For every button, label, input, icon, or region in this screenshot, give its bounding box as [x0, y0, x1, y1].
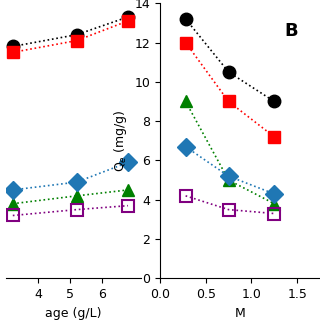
X-axis label: M: M [235, 307, 245, 320]
Text: B: B [285, 22, 299, 40]
X-axis label: age (g/L): age (g/L) [45, 307, 102, 320]
Y-axis label: Q$_e$ (mg/g): Q$_e$ (mg/g) [112, 109, 129, 172]
